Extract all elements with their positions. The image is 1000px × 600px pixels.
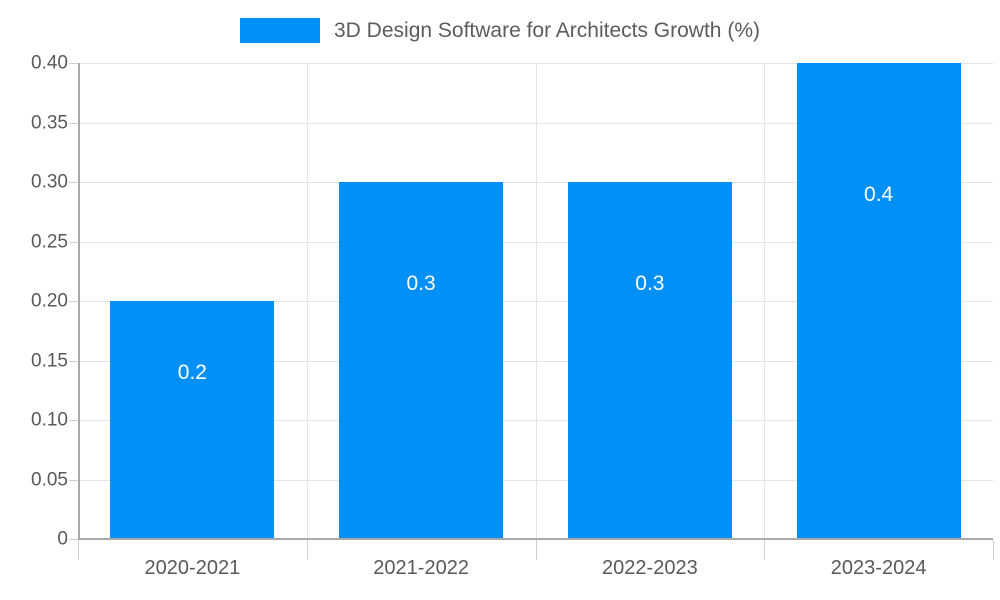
y-axis-labels: 0 0.05 0.10 0.15 0.20 0.25 0.30 0.35 0.40 bbox=[0, 0, 68, 600]
x-axis-tick-mark bbox=[993, 540, 994, 560]
gridline-vertical bbox=[307, 63, 308, 539]
gridline-horizontal bbox=[78, 479, 993, 481]
x-axis-tick-label: 2021-2022 bbox=[373, 557, 469, 579]
gridline-horizontal bbox=[78, 420, 993, 421]
y-axis-tick-mark bbox=[69, 63, 78, 64]
y-axis-tick-label: 0.25 bbox=[31, 231, 68, 252]
y-axis-tick-label: 0.05 bbox=[31, 469, 68, 490]
y-axis-tick-label: 0.10 bbox=[31, 409, 68, 431]
plot-area: 0.2 0.3 0.3 0.4 bbox=[78, 63, 993, 540]
bar[interactable]: 0.3 bbox=[339, 182, 504, 539]
y-axis-tick-label: 0.30 bbox=[31, 171, 68, 193]
y-axis-tick-mark bbox=[69, 241, 78, 243]
gridline-vertical bbox=[536, 63, 537, 539]
gridline-horizontal bbox=[78, 360, 993, 362]
bar[interactable]: 0.2 bbox=[110, 301, 275, 539]
bar-value-label: 0.3 bbox=[635, 272, 665, 295]
y-axis-tick-mark bbox=[69, 182, 78, 183]
chart-legend: 3D Design Software for Architects Growth… bbox=[0, 12, 1000, 48]
y-axis-tick-mark bbox=[69, 360, 78, 362]
x-axis-tick-mark bbox=[536, 540, 537, 560]
bar-value-label: 0.4 bbox=[864, 183, 894, 206]
x-axis-tick-mark bbox=[764, 540, 765, 560]
y-axis-tick-mark bbox=[69, 479, 78, 481]
gridline-horizontal bbox=[78, 182, 993, 183]
x-axis-tick-label: 2023-2024 bbox=[830, 557, 927, 579]
x-axis-tick-label: 2020-2021 bbox=[144, 557, 241, 579]
gridline-horizontal bbox=[78, 63, 993, 64]
gridline-horizontal bbox=[78, 122, 993, 124]
y-axis-tick-label: 0 bbox=[57, 528, 68, 550]
y-axis-tick-mark bbox=[69, 122, 78, 124]
gridline-vertical bbox=[764, 63, 765, 539]
x-axis-tick-mark bbox=[78, 540, 79, 560]
bar[interactable]: 0.3 bbox=[567, 182, 732, 539]
y-axis-tick-label: 0.15 bbox=[31, 350, 68, 371]
y-axis-tick-mark bbox=[69, 420, 78, 421]
y-axis-tick-label: 0.35 bbox=[31, 112, 68, 133]
y-axis-tick-mark bbox=[69, 539, 78, 540]
x-axis-tick-label: 2022-2023 bbox=[602, 557, 698, 579]
legend-label: 3D Design Software for Architects Growth… bbox=[334, 18, 760, 42]
y-axis-tick-label: 0.40 bbox=[31, 52, 68, 74]
y-axis-line bbox=[78, 63, 80, 540]
x-axis-tick-mark bbox=[307, 540, 308, 560]
gridline-horizontal bbox=[78, 301, 993, 302]
y-axis-tick-mark bbox=[69, 301, 78, 302]
x-axis-line bbox=[78, 538, 993, 540]
bar-value-label: 0.3 bbox=[406, 272, 436, 295]
legend-color-swatch bbox=[240, 17, 320, 43]
y-axis-tick-label: 0.20 bbox=[31, 290, 68, 312]
gridline-horizontal bbox=[78, 241, 993, 243]
bar-value-label: 0.2 bbox=[177, 361, 207, 384]
bar[interactable]: 0.4 bbox=[796, 63, 961, 539]
